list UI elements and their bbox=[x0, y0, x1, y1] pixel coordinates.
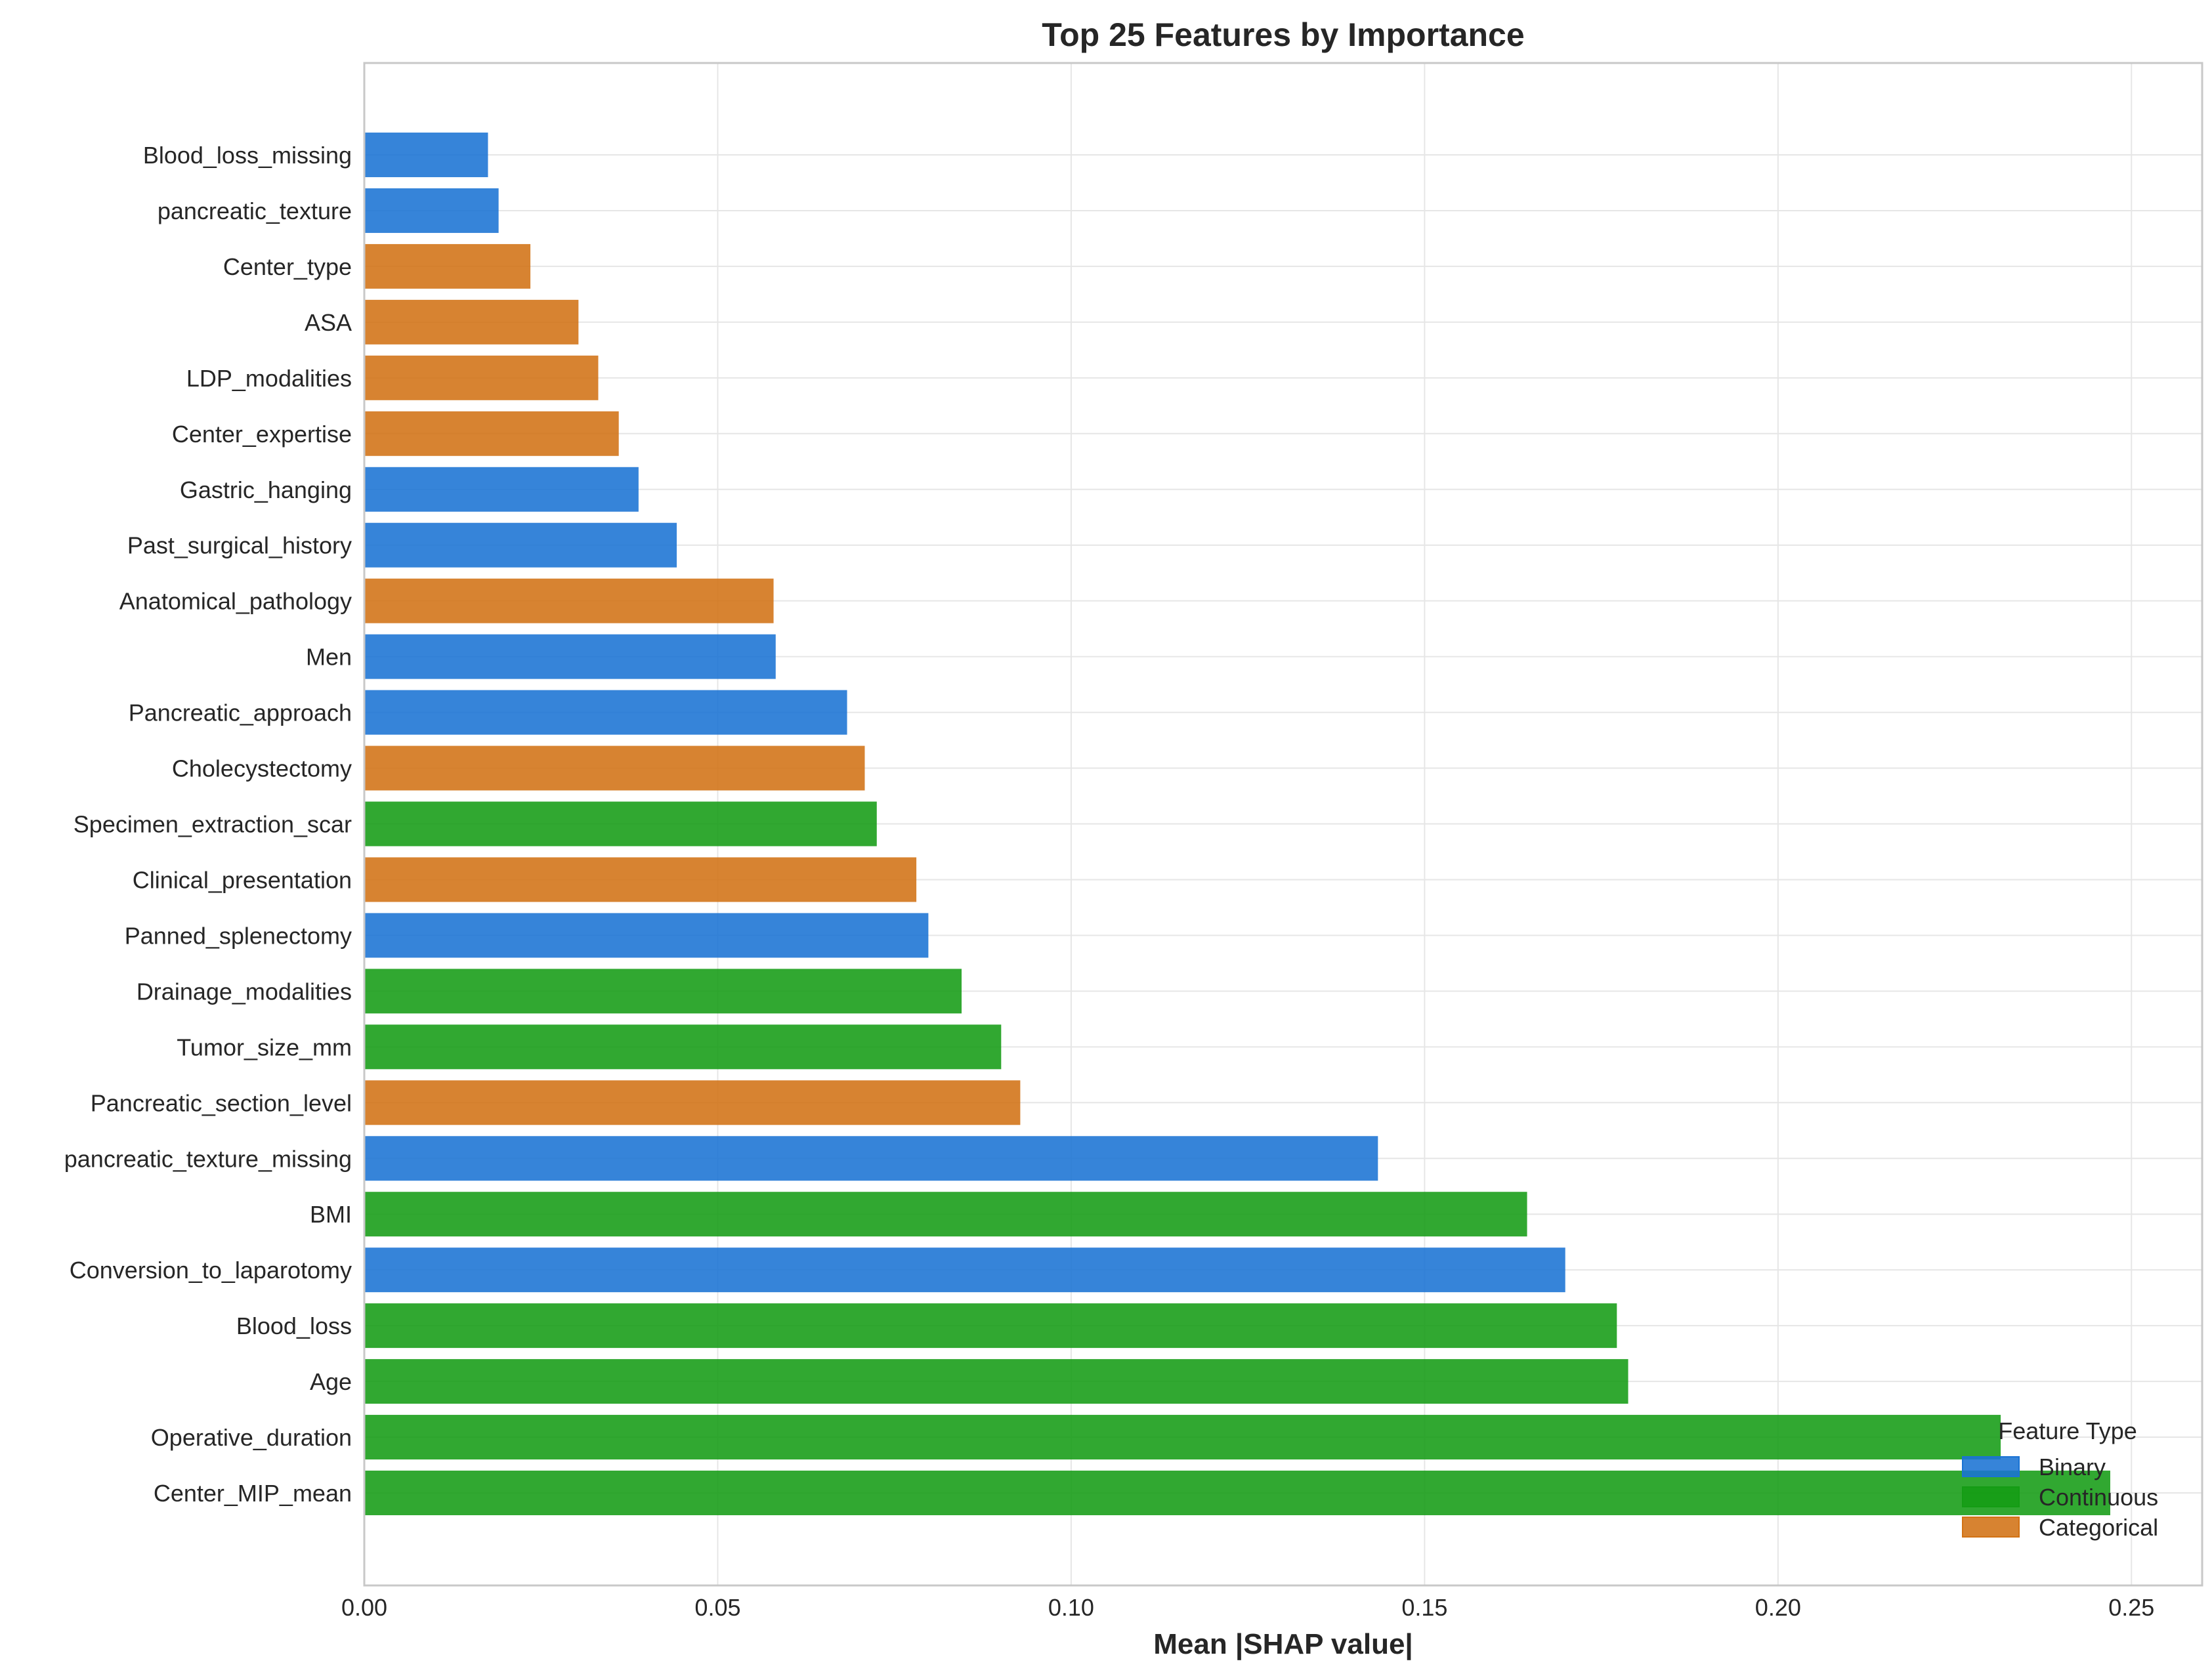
x-tick-label: 0.05 bbox=[694, 1594, 740, 1621]
bar bbox=[364, 522, 677, 568]
bar bbox=[364, 745, 865, 791]
y-tick-label: Center_MIP_mean bbox=[154, 1480, 352, 1507]
legend-entry-label: Continuous bbox=[2039, 1484, 2158, 1511]
bar bbox=[364, 467, 639, 512]
chart-title: Top 25 Features by Importance bbox=[1042, 16, 1524, 53]
legend-swatch bbox=[1962, 1517, 2020, 1538]
x-tick-label: 0.10 bbox=[1048, 1594, 1094, 1621]
y-tick-label: Operative_duration bbox=[151, 1424, 352, 1451]
grid-lines bbox=[364, 63, 2202, 1585]
y-tick-labels: Blood_loss_missing pancreatic_texture Cent… bbox=[64, 142, 352, 1507]
bar bbox=[364, 913, 929, 958]
x-tick-labels: 0.00 0.05 0.10 0.15 0.20 0.25 bbox=[341, 1594, 2154, 1621]
legend-swatch bbox=[1962, 1456, 2020, 1477]
bar bbox=[364, 133, 488, 177]
bar bbox=[364, 578, 774, 623]
y-tick-label: Specimen_extraction_scar bbox=[74, 811, 352, 838]
bar bbox=[364, 801, 877, 847]
bar bbox=[364, 1136, 1378, 1181]
y-tick-label: Pancreatic_approach bbox=[129, 700, 352, 726]
bar bbox=[364, 243, 531, 289]
y-tick-label: Drainage_modalities bbox=[137, 978, 352, 1005]
bar bbox=[364, 1080, 1021, 1125]
bar bbox=[364, 1247, 1565, 1293]
legend-title: Feature Type bbox=[1998, 1417, 2137, 1444]
bar bbox=[364, 355, 599, 400]
y-tick-label: Panned_splenectomy bbox=[125, 922, 352, 949]
y-tick-label: BMI bbox=[310, 1201, 352, 1228]
bar bbox=[364, 1192, 1527, 1237]
x-tick-label: 0.20 bbox=[1755, 1594, 1801, 1621]
y-tick-label: Past_surgical_history bbox=[127, 532, 352, 559]
y-tick-label: LDP_modalities bbox=[186, 365, 352, 392]
bar bbox=[364, 1024, 1002, 1070]
legend-entry-label: Categorical bbox=[2039, 1514, 2158, 1541]
y-tick-label: Men bbox=[306, 644, 352, 671]
y-tick-label: Center_expertise bbox=[172, 421, 352, 448]
bar bbox=[364, 299, 579, 345]
bar bbox=[364, 411, 619, 456]
bar bbox=[364, 969, 962, 1014]
x-tick-label: 0.00 bbox=[341, 1594, 387, 1621]
x-tick-label: 0.25 bbox=[2108, 1594, 2154, 1621]
bar bbox=[364, 690, 847, 735]
bar bbox=[364, 1415, 2001, 1460]
y-tick-label: Center_type bbox=[223, 253, 352, 280]
y-tick-label: Blood_loss bbox=[236, 1312, 352, 1339]
y-tick-label: Clinical_presentation bbox=[133, 866, 352, 893]
bar bbox=[364, 188, 499, 233]
bars bbox=[364, 133, 2110, 1515]
y-tick-label: Blood_loss_missing bbox=[143, 142, 352, 169]
y-tick-label: Age bbox=[310, 1368, 352, 1395]
bar bbox=[364, 634, 776, 679]
legend-swatch bbox=[1962, 1486, 2020, 1507]
y-tick-label: Pancreatic_section_level bbox=[91, 1089, 352, 1116]
y-tick-label: ASA bbox=[305, 309, 352, 336]
bar bbox=[364, 1359, 1628, 1404]
x-tick-label: 0.15 bbox=[1401, 1594, 1447, 1621]
bar bbox=[364, 857, 917, 902]
y-tick-label: Tumor_size_mm bbox=[177, 1034, 352, 1060]
y-tick-label: pancreatic_texture_missing bbox=[64, 1145, 352, 1172]
y-tick-label: pancreatic_texture bbox=[158, 198, 352, 224]
legend-entry-label: Binary bbox=[2039, 1454, 2106, 1480]
y-tick-label: Gastric_hanging bbox=[180, 476, 352, 503]
y-tick-label: Cholecystectomy bbox=[172, 755, 352, 782]
bar bbox=[364, 1471, 2110, 1515]
x-axis-label: Mean |SHAP value| bbox=[1153, 1628, 1413, 1661]
y-tick-label: Anatomical_pathology bbox=[119, 588, 352, 615]
plot-frame bbox=[363, 62, 2203, 1587]
bar bbox=[364, 1303, 1617, 1349]
y-tick-label: Conversion_to_laparotomy bbox=[70, 1257, 352, 1284]
legend: Feature Type Binary Continuous Categorical bbox=[1962, 1417, 2158, 1541]
